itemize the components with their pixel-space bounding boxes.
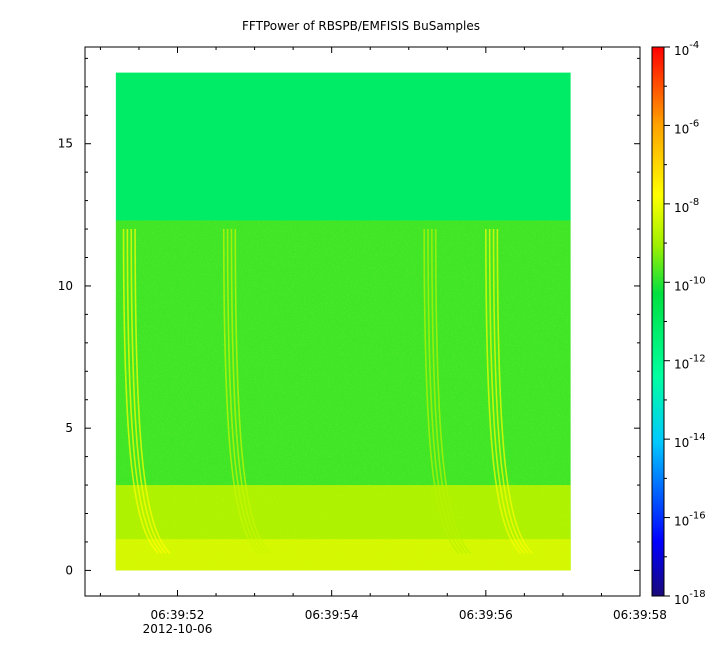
chorus-element [496,229,533,554]
colorbar-tick-label: 10-10 [674,275,706,293]
x-tick-label: 06:39:56 [459,608,513,622]
colorbar-tick-label: 10-14 [674,432,706,450]
colorbar-tick-label: 10-16 [674,511,706,529]
chorus-element [130,229,167,554]
colorbar-tick-label: 10-8 [674,197,699,215]
spectrogram-band [115,72,571,221]
x-tick-date-label: 2012-10-06 [143,622,213,636]
chorus-element [222,229,260,554]
chart-title: FFTPower of RBSPB/EMFISIS BuSamples [242,19,480,33]
colorbar [651,46,665,597]
colorbar-tick-label: 10-12 [674,354,706,372]
spectrogram-noise [115,220,571,571]
chorus-element [431,229,468,554]
colorbar-axis: 10-4 10-6 10-8 10-10 10-12 10-14 10-16 10-18 [664,40,706,607]
chorus-element [488,229,525,554]
spectrogram-image [115,72,571,571]
chorus-element [126,229,163,554]
chorus-element [234,229,271,554]
x-tick-label: 06:39:54 [305,608,359,622]
chorus-element [423,229,460,554]
chorus-element [485,229,522,554]
chorus-element [434,229,471,554]
y-tick-label: 15 [58,137,73,151]
x-tick-label: 06:39:58 [613,608,667,622]
chorus-element [427,229,464,554]
y-tick-label: 0 [65,563,73,577]
colorbar-tick-label: 10-18 [674,589,706,607]
chorus-element [122,229,159,554]
y-axis: 0 5 10 15 [58,57,640,577]
chorus-element [226,229,263,554]
chorus-element [492,229,529,554]
colorbar-tick-label: 10-6 [674,118,699,136]
y-tick-label: 10 [58,279,73,293]
y-tick-label: 5 [65,421,73,435]
x-tick-label: 06:39:52 [151,608,205,622]
colorbar-tick-label: 10-4 [674,40,699,58]
chorus-element [134,229,171,554]
chorus-element [230,229,267,554]
